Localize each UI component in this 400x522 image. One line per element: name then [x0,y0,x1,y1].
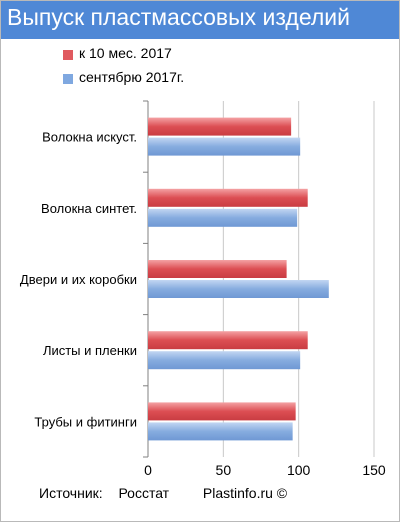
x-tick-label: 0 [144,462,152,478]
legend-label-series-2: сентябрю 2017г. [79,69,185,85]
bar-series-2-2 [148,280,329,298]
bar-series-2-1 [148,208,298,227]
bar-series-1-4 [148,402,296,421]
x-tick-label: 150 [362,462,386,478]
bar-series-1-3 [148,331,308,350]
legend-swatch-series-1 [63,50,73,60]
category-label: Двери и их коробки [20,272,137,287]
source-name: Росстат [118,485,170,501]
bar-series-1-1 [148,188,308,207]
credit-text: Plastinfo.ru © [202,485,288,501]
category-label: Волокна синтет. [41,201,137,216]
x-tick-label: 50 [216,462,232,478]
legend-label-series-1: к 10 мес. 2017 [79,45,172,61]
source-line: Источник: Росстат Plastinfo.ru © [39,485,287,501]
legend-swatch-series-2 [63,74,73,84]
category-label: Листы и пленки [43,343,137,358]
title-bar: Выпуск пластмассовых изделий [1,1,399,39]
bar-series-2-3 [148,351,301,370]
bar-series-2-0 [148,137,301,156]
source-label: Источник: [39,485,103,501]
category-label: Трубы и фитинги [34,414,137,429]
bar-series-1-2 [148,260,287,278]
category-label: Волокна искуст. [42,130,137,145]
bar-series-2-4 [148,422,293,441]
chart-title: Выпуск пластмассовых изделий [7,4,350,30]
x-tick-label: 100 [287,462,311,478]
bar-series-1-0 [148,117,292,136]
